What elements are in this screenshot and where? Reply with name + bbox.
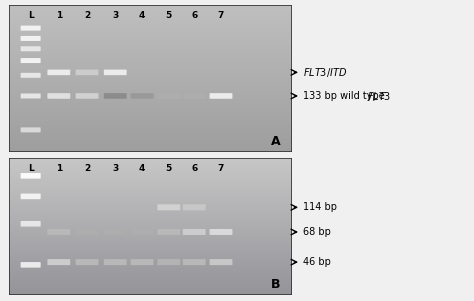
Text: 6: 6 bbox=[191, 164, 197, 173]
FancyBboxPatch shape bbox=[76, 93, 99, 99]
Text: 3: 3 bbox=[112, 11, 118, 20]
FancyBboxPatch shape bbox=[183, 204, 206, 210]
FancyBboxPatch shape bbox=[210, 229, 232, 235]
FancyBboxPatch shape bbox=[76, 229, 99, 235]
Text: L: L bbox=[28, 164, 34, 173]
FancyBboxPatch shape bbox=[157, 204, 180, 210]
Text: 2: 2 bbox=[84, 164, 90, 173]
FancyBboxPatch shape bbox=[183, 93, 206, 99]
Text: $\mathit{FLT3/ITD}$: $\mathit{FLT3/ITD}$ bbox=[303, 66, 348, 79]
FancyBboxPatch shape bbox=[76, 70, 99, 75]
FancyBboxPatch shape bbox=[21, 127, 41, 132]
FancyBboxPatch shape bbox=[76, 259, 99, 265]
FancyBboxPatch shape bbox=[157, 229, 180, 235]
Text: 6: 6 bbox=[191, 11, 197, 20]
FancyBboxPatch shape bbox=[104, 70, 127, 75]
Text: 5: 5 bbox=[166, 11, 172, 20]
FancyBboxPatch shape bbox=[47, 93, 70, 99]
Text: 4: 4 bbox=[139, 11, 145, 20]
Text: L: L bbox=[28, 11, 34, 20]
FancyBboxPatch shape bbox=[131, 259, 154, 265]
Text: 46 bp: 46 bp bbox=[303, 257, 331, 267]
FancyBboxPatch shape bbox=[104, 229, 127, 235]
Text: 4: 4 bbox=[139, 164, 145, 173]
Text: 68 bp: 68 bp bbox=[303, 227, 331, 237]
Text: 133 bp wild type: 133 bp wild type bbox=[303, 91, 392, 101]
FancyBboxPatch shape bbox=[157, 259, 180, 265]
FancyBboxPatch shape bbox=[131, 93, 154, 99]
Text: 7: 7 bbox=[218, 11, 224, 20]
FancyBboxPatch shape bbox=[21, 262, 41, 268]
Text: B: B bbox=[271, 278, 280, 291]
Text: 5: 5 bbox=[166, 164, 172, 173]
FancyBboxPatch shape bbox=[47, 70, 70, 75]
FancyBboxPatch shape bbox=[104, 259, 127, 265]
Text: 1: 1 bbox=[56, 11, 62, 20]
FancyBboxPatch shape bbox=[21, 221, 41, 227]
FancyBboxPatch shape bbox=[21, 26, 41, 31]
FancyBboxPatch shape bbox=[47, 259, 70, 265]
Text: 1: 1 bbox=[56, 164, 62, 173]
FancyBboxPatch shape bbox=[157, 93, 180, 99]
FancyBboxPatch shape bbox=[131, 229, 154, 235]
FancyBboxPatch shape bbox=[21, 93, 41, 98]
FancyBboxPatch shape bbox=[210, 93, 232, 99]
FancyBboxPatch shape bbox=[183, 229, 206, 235]
FancyBboxPatch shape bbox=[21, 194, 41, 199]
FancyBboxPatch shape bbox=[21, 36, 41, 41]
Text: 2: 2 bbox=[84, 11, 90, 20]
FancyBboxPatch shape bbox=[210, 259, 232, 265]
FancyBboxPatch shape bbox=[104, 93, 127, 99]
Text: 7: 7 bbox=[218, 164, 224, 173]
FancyBboxPatch shape bbox=[21, 173, 41, 178]
Text: 114 bp: 114 bp bbox=[303, 202, 337, 212]
FancyBboxPatch shape bbox=[21, 58, 41, 63]
FancyBboxPatch shape bbox=[47, 229, 70, 235]
Text: A: A bbox=[271, 135, 280, 147]
FancyBboxPatch shape bbox=[21, 46, 41, 51]
Text: 3: 3 bbox=[112, 164, 118, 173]
FancyBboxPatch shape bbox=[183, 259, 206, 265]
Text: $\mathit{FLT3}$: $\mathit{FLT3}$ bbox=[367, 90, 392, 102]
FancyBboxPatch shape bbox=[21, 73, 41, 78]
